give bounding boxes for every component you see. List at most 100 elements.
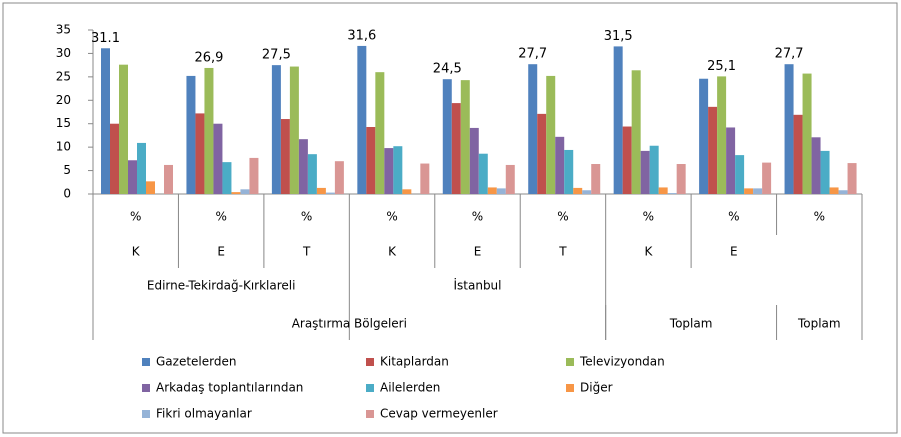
legend-label: Kitaplardan [380, 355, 449, 369]
x-tick-label: % [728, 210, 739, 224]
bar [420, 163, 430, 194]
x-tick-label: % [386, 210, 397, 224]
bar [249, 157, 259, 194]
bar [402, 189, 412, 194]
legend-swatch [366, 358, 374, 366]
bar [478, 153, 488, 194]
value-label: 27,5 [262, 48, 291, 63]
bar [375, 72, 385, 194]
bar [582, 190, 592, 194]
value-label: 31,6 [347, 28, 376, 43]
x-tick-label: % [557, 210, 568, 224]
value-label: 27,7 [518, 47, 547, 62]
bar [528, 64, 538, 194]
bar [717, 76, 727, 194]
bar [622, 126, 632, 194]
bar [829, 187, 839, 194]
bar [555, 136, 565, 194]
bar [231, 192, 241, 194]
bar [101, 48, 110, 194]
bar [469, 127, 479, 194]
legend-label: Cevap vermeyenler [380, 407, 498, 421]
bar [280, 119, 290, 194]
legend-label: Arkadaş toplantılarından [156, 381, 303, 395]
legend-label: Ailelerden [380, 381, 440, 395]
bar [334, 161, 344, 194]
legend-swatch [366, 410, 374, 418]
x-tick-label: % [301, 210, 312, 224]
x-tick-label: % [130, 210, 141, 224]
bar [847, 163, 857, 194]
bar [699, 78, 709, 194]
bar [726, 127, 736, 194]
bar [591, 164, 601, 194]
legend-swatch [142, 410, 150, 418]
legend-swatch [566, 358, 574, 366]
bar [820, 150, 830, 194]
bar [487, 187, 497, 194]
bar [753, 188, 763, 194]
bar [505, 164, 515, 194]
x-tick-label: % [643, 210, 654, 224]
bar [137, 142, 146, 194]
value-label: 25,1 [707, 59, 736, 74]
x-tick-label: E [474, 245, 482, 259]
value-label: 26,9 [194, 50, 223, 65]
legend-label: Televizyondan [579, 355, 665, 369]
y-tick-label: 10 [56, 140, 71, 154]
bar [631, 70, 641, 194]
bar [195, 113, 205, 194]
bar [735, 155, 745, 194]
bar [307, 154, 317, 194]
bar [676, 164, 686, 194]
y-tick-label: 20 [56, 93, 71, 107]
legend-swatch [366, 384, 374, 392]
y-tick-label: 25 [56, 69, 71, 83]
bar [119, 64, 128, 194]
bar [811, 137, 821, 194]
legend-label: Diğer [580, 381, 613, 395]
x-tick-label: T [558, 245, 567, 259]
x-tick-label: % [814, 210, 825, 224]
bar [613, 46, 623, 195]
bar [784, 64, 794, 194]
value-label: 24,5 [433, 62, 462, 77]
x-tick-label: T [302, 245, 311, 259]
bar [442, 79, 452, 194]
bar [546, 75, 556, 194]
y-tick-label: 0 [63, 187, 71, 201]
bar [316, 187, 326, 194]
bar [213, 123, 223, 194]
x-tick-label: % [215, 210, 226, 224]
bar [460, 80, 470, 194]
bar [708, 106, 718, 194]
value-label: 31,5 [604, 29, 633, 44]
bar [762, 162, 772, 194]
bar [240, 189, 250, 194]
x-tick-label: K [388, 245, 397, 259]
bar [325, 192, 335, 194]
bar [496, 188, 506, 194]
bar [393, 146, 403, 194]
x-group-label: İstanbul [453, 278, 501, 293]
legend-label: Fikri olmayanlar [156, 407, 252, 421]
bar [146, 181, 155, 194]
x-tick-label: K [644, 245, 653, 259]
x-tick-label: E [217, 245, 225, 259]
bar [537, 113, 547, 194]
bar [793, 114, 803, 194]
bar [289, 66, 299, 194]
legend-swatch [142, 384, 150, 392]
bar [573, 187, 583, 194]
legend-swatch [566, 384, 574, 392]
bar [271, 65, 281, 195]
bar [222, 162, 232, 194]
bar [667, 193, 677, 194]
x-tick-label: % [472, 210, 483, 224]
x-group-label: Araştırma Bölgeleri [292, 317, 407, 331]
bar [110, 123, 119, 194]
bar [640, 150, 650, 194]
bar [838, 190, 848, 194]
legend-swatch [142, 358, 150, 366]
